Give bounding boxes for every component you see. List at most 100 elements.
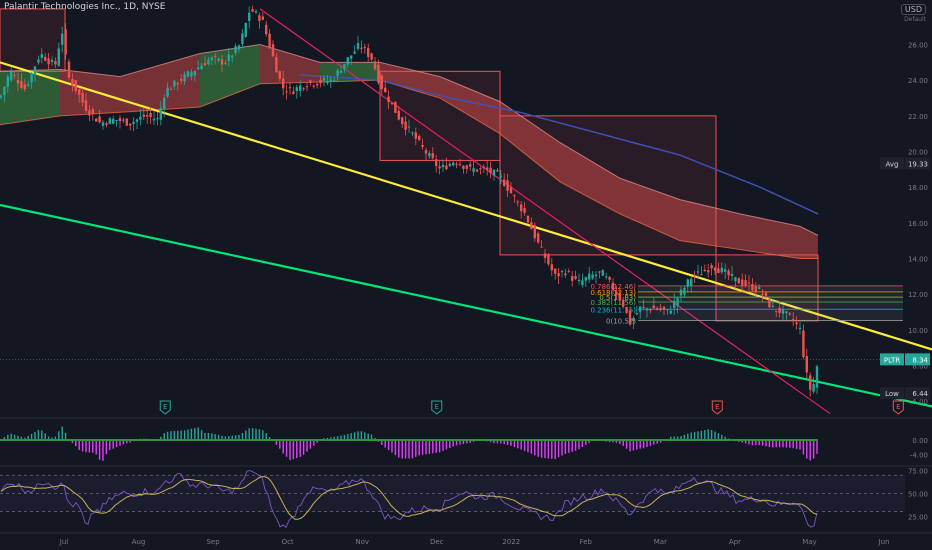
candle-body <box>105 123 108 125</box>
currency-button[interactable]: USD <box>900 4 926 15</box>
candle-body <box>486 167 489 170</box>
month-tick-label: 2022 <box>502 538 520 546</box>
candle-body <box>523 208 526 213</box>
low-price-tag-symbol-bg <box>880 387 904 400</box>
candle-body <box>50 59 54 62</box>
candle-body <box>285 91 288 93</box>
candle-body <box>248 12 251 21</box>
supply-zone <box>0 8 66 72</box>
price-tick-label: 22.00 <box>908 113 928 121</box>
price-axis[interactable]: 26.00 24.00 22.00 20.00 18.00 16.00 14.00 12.00… <box>908 42 928 407</box>
ma-ribbon-segment <box>0 69 60 125</box>
candle-body <box>3 86 6 96</box>
candle-body <box>771 306 774 308</box>
candle-body <box>652 305 655 309</box>
candle-body <box>10 71 13 81</box>
candle-body <box>761 293 764 296</box>
rsi-ma-line <box>0 476 818 520</box>
candle-body <box>802 330 805 357</box>
candle-body <box>452 162 455 166</box>
candle-body <box>571 276 574 281</box>
candle-body <box>472 168 475 172</box>
candle-body <box>615 291 618 296</box>
candle-body <box>537 233 540 243</box>
candle-body <box>469 164 472 167</box>
earnings-event-icon[interactable] <box>711 400 723 415</box>
candle-body <box>744 280 747 286</box>
candle-body <box>421 145 424 147</box>
ma-ribbon-segment <box>680 199 740 250</box>
symbol-title[interactable]: Palantir Technologies Inc., 1D, NYSE <box>4 2 166 12</box>
avg-price-tag-symbol: Avg <box>886 160 899 168</box>
candle-body <box>173 80 176 87</box>
candle-body <box>792 319 795 321</box>
month-tick-label: Jul <box>59 538 69 546</box>
candle-body <box>67 61 71 78</box>
earnings-event-icon[interactable] <box>892 400 904 415</box>
price-tick-label: 10.00 <box>908 327 928 335</box>
candle-body <box>88 110 91 116</box>
candle-body <box>781 308 785 314</box>
month-tick-label: Feb <box>580 538 593 546</box>
fib-level-label: 0.236(11.15) <box>590 306 636 314</box>
price-tick-label: 20.00 <box>908 149 928 157</box>
candle-body <box>809 375 812 390</box>
candle-body <box>27 84 30 86</box>
candle-body <box>717 268 720 273</box>
candle-body <box>635 313 638 315</box>
last-price-tag-symbol-bg <box>880 353 904 366</box>
candle-body <box>118 118 122 122</box>
candle-body <box>656 308 659 310</box>
candle-body <box>815 366 819 388</box>
magenta-trend-line[interactable] <box>259 8 831 415</box>
candle-body <box>30 73 33 83</box>
candle-body <box>6 76 9 87</box>
candle-body <box>125 118 128 126</box>
month-tick-label: Dec <box>430 538 444 546</box>
candle-body <box>139 116 142 120</box>
candle-body <box>401 117 404 125</box>
candle-body <box>309 80 312 83</box>
candle-body <box>669 310 672 314</box>
candle-body <box>193 71 196 76</box>
candle-body <box>251 9 254 12</box>
candle-body <box>203 63 207 66</box>
green-channel-line[interactable] <box>0 203 932 408</box>
time-axis[interactable]: Jul Aug Sep Oct Nov Dec 2022 Feb Mar Apr May Jun <box>0 532 932 546</box>
candle-body <box>112 118 115 124</box>
candle-body <box>316 83 319 86</box>
candle-body <box>180 78 183 81</box>
candle-body <box>265 24 268 35</box>
candle-body <box>78 89 81 95</box>
month-tick-label: Apr <box>729 538 741 546</box>
candle-body <box>312 85 315 87</box>
earnings-event-icon[interactable] <box>159 400 171 415</box>
candle-body <box>407 126 411 128</box>
candle-body <box>737 278 740 284</box>
candle-body <box>489 167 492 173</box>
candle-body <box>693 275 696 277</box>
candle-body <box>207 59 210 64</box>
last-price-tag-value-bg <box>905 353 930 366</box>
candle-body <box>703 269 706 272</box>
candle-body <box>778 307 781 313</box>
earnings-event-icon[interactable] <box>431 400 443 415</box>
earnings-event-label: E <box>435 403 439 411</box>
month-tick-label: Sep <box>206 538 220 546</box>
candle-body <box>632 317 635 322</box>
candle-body <box>754 286 757 292</box>
candle-body <box>574 276 577 279</box>
candle-body <box>149 112 152 118</box>
candle-body <box>370 53 373 60</box>
candle-body <box>200 65 203 70</box>
candle-body <box>683 287 686 295</box>
month-tick-label: Aug <box>132 538 146 546</box>
candle-body <box>533 225 536 239</box>
candle-body <box>591 274 594 279</box>
candle-body <box>336 70 339 76</box>
candle-body <box>156 118 159 120</box>
candle-body <box>387 96 390 103</box>
